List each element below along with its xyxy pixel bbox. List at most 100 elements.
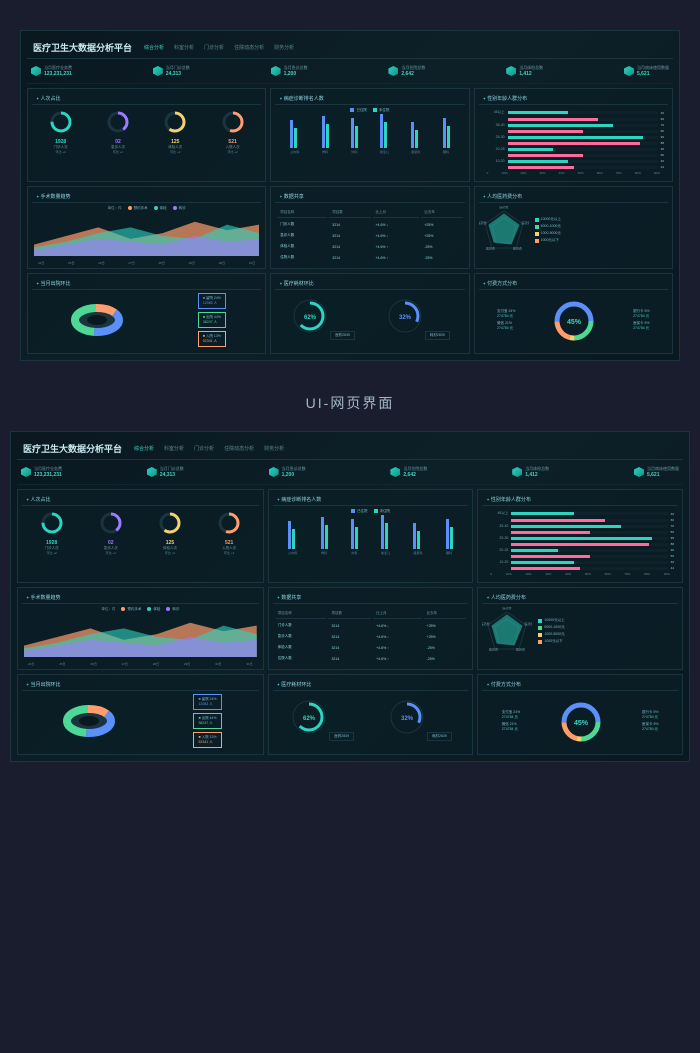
nav-tab-0[interactable]: 综合分析 — [134, 445, 154, 452]
legend-item: 1000-5000元 — [538, 632, 564, 637]
bar-col-1: 骨科 — [322, 116, 329, 154]
hbar-label: 10-20 — [486, 560, 508, 564]
kpi-value: 2,642 — [401, 71, 425, 77]
header: 医疗卫生大数据分析平台 综合分析 科室分析 门诊分析 住院动态分析 财务分析 — [17, 438, 683, 460]
gauge-1: 32%耗材2839 — [387, 697, 452, 742]
radar-wrap: 医药费医药费医药费医药费医药费 10000元以上5000-1000元1000-5… — [479, 206, 668, 256]
donut-1: 02急诊人次环比 +2 — [99, 511, 123, 555]
hbar-val-f: 50 — [661, 153, 664, 157]
nav-tab-1[interactable]: 科室分析 — [174, 44, 194, 51]
svg-text:医药费: 医药费 — [486, 246, 495, 251]
panel-title: 手术数量趋势 — [22, 592, 259, 604]
svg-text:医药费: 医药费 — [525, 621, 533, 626]
kpi-icon-4 — [506, 66, 516, 76]
svg-text:医药费: 医药费 — [516, 647, 525, 652]
panel-title: 病症诊断排名人数 — [273, 494, 469, 506]
kpi-value: 1,412 — [519, 71, 543, 77]
svg-text:45%: 45% — [574, 720, 589, 727]
panel-materials: 医疗耗材环比62%医药283932%耗材2839 — [270, 273, 469, 354]
nav-tab-2[interactable]: 门诊分析 — [194, 445, 214, 452]
bar-col-2: 外科 — [351, 519, 358, 555]
grid-row-1: 人次占比1928门诊人次环比 +202急诊人次环比 +2125体检人次环比 +2… — [17, 489, 683, 583]
svg-text:32%: 32% — [401, 716, 414, 722]
bar-label: 新生儿 — [381, 551, 390, 555]
panel-discharge: 当月出院环比 ■ 留院 24%12083 人■ 出院 44%36247 人■ 入… — [27, 273, 266, 354]
nav-tab-4[interactable]: 财务分析 — [264, 445, 284, 452]
legend-item: 未住院 — [373, 108, 390, 113]
stat-item: ■ 留院 24%12083 人 — [198, 293, 226, 309]
panel-share: 数据共享项目名称项目数比上月比去年门诊人数3214+4.6% ↓+25%急诊人数… — [268, 587, 474, 670]
kpi-1: 当月门诊总数24,313 — [147, 466, 184, 478]
gauge-label: 医药2839 — [329, 732, 354, 741]
panel-title: 当月出院环比 — [22, 679, 259, 691]
svg-text:医药费: 医药费 — [513, 246, 522, 251]
grid-row-2: 手术数量趋势 单位：件预约手术体检转诊 24日25日26日27日28日29日30… — [27, 186, 673, 269]
kpi-value: 5,621 — [637, 71, 669, 77]
hbar-row-2: 25-3090 — [486, 536, 674, 540]
donut-2: 125体检人次环比 +2 — [163, 110, 187, 154]
hbar-label: 25-30 — [486, 536, 508, 540]
nav-tabs: 综合分析 科室分析 门诊分析 住院动态分析 财务分析 — [144, 44, 294, 51]
hbar-row-1-f: 50 — [483, 129, 664, 133]
nav-tab-2[interactable]: 门诊分析 — [204, 44, 224, 51]
radar-chart: 医药费医药费医药费医药费医药费 — [482, 607, 532, 657]
area-chart: 24日25日26日27日28日29日30日31日 — [32, 214, 261, 262]
bar-col-5: 眼科 — [443, 118, 450, 154]
panel-title: 人次占比 — [32, 93, 261, 105]
panel-title: 医疗耗材环比 — [273, 679, 469, 691]
kpi-0: 当月医疗业务费123,231,231 — [31, 65, 72, 77]
hbar-row-0-f: 60 — [483, 117, 664, 121]
nav-tab-3[interactable]: 住院动态分析 — [224, 445, 254, 452]
pay-legend-left: 支付宝 24%274784 元微信 21%274784 元 — [502, 710, 520, 734]
x-labels: 24日25日26日27日28日29日30日31日 — [24, 662, 257, 666]
legend-item: 5000-1000元 — [538, 625, 564, 630]
hbar-row-1: 35-4070 — [486, 524, 674, 528]
donut-0: 1928门诊人次环比 +2 — [40, 511, 64, 555]
panel-medfee: 人均医药费分布 医药费医药费医药费医药费医药费 10000元以上5000-100… — [474, 186, 673, 269]
table-row: 门诊人数3214+4.6% ↓+25% — [277, 220, 462, 229]
bar-label: 新生儿 — [380, 150, 389, 154]
kpi-icon-0 — [21, 467, 31, 477]
svg-text:62%: 62% — [303, 716, 316, 722]
nav-tab-1[interactable]: 科室分析 — [164, 445, 184, 452]
app-title: 医疗卫生大数据分析平台 — [23, 442, 122, 455]
legend-item: 微信 21%274784 元 — [502, 722, 520, 732]
svg-text:医药费: 医药费 — [521, 220, 529, 225]
legend-item: 1000元以下 — [535, 238, 561, 243]
hbar-row-4-f: 44 — [483, 165, 664, 169]
kpi-icon-0 — [31, 66, 41, 76]
kpi-value: 24,313 — [160, 472, 184, 478]
svg-text:62%: 62% — [304, 315, 317, 321]
bar-label: 眼科 — [446, 551, 453, 555]
hbar-label: 45以上 — [486, 511, 508, 516]
app-title: 医疗卫生大数据分析平台 — [33, 41, 132, 54]
svg-text:医药费: 医药费 — [479, 220, 487, 225]
nav-tab-3[interactable]: 住院动态分析 — [234, 44, 264, 51]
hbar-val-f: 44 — [661, 165, 664, 169]
kpi-4: 当月体检总数1,412 — [512, 466, 549, 478]
kpi-1: 当月门诊总数24,313 — [153, 65, 190, 77]
nav-tab-0[interactable]: 综合分析 — [144, 44, 164, 51]
svg-text:医药费: 医药费 — [482, 621, 490, 626]
bar-label: 心内科 — [288, 551, 297, 555]
gauge-0: 62% 医药2839 — [289, 697, 354, 742]
kpi-2: 当月急诊总数1,200 — [269, 466, 306, 478]
radar-legend: 10000元以上5000-1000元1000-5000元1000元以下 — [538, 618, 564, 646]
panel-gender-age: 性别年龄人群分布45以上40 6035-4070 5025-3090 8820-… — [474, 88, 673, 182]
svg-text:45%: 45% — [567, 319, 582, 326]
stat-item: ■ 入院 13%52341 人 — [198, 331, 226, 347]
page-label: UI-网页界面 — [306, 393, 395, 413]
panel-visits: 人次占比1928门诊人次环比 +202急诊人次环比 +2125体检人次环比 +2… — [17, 489, 264, 583]
hbar-row-4: 10-2040 — [483, 159, 664, 163]
hbar-row-4: 10-2040 — [486, 560, 674, 564]
table-header: 项目名称 — [277, 208, 327, 218]
table-header: 比去年 — [421, 208, 462, 218]
hbar-label: 10-20 — [483, 159, 505, 163]
kpi-icon-5 — [634, 467, 644, 477]
hbar-label: 25-30 — [483, 135, 505, 139]
nav-tab-4[interactable]: 财务分析 — [274, 44, 294, 51]
kpi-value: 123,231,231 — [44, 71, 72, 77]
donut-sub: 环比 +2 — [49, 150, 73, 154]
legend-item: 预约手术 — [128, 206, 148, 211]
grid-row-3: 当月出院环比 ■ 留院 24%12083 人■ 出院 44%36247 人■ 入… — [17, 674, 683, 755]
